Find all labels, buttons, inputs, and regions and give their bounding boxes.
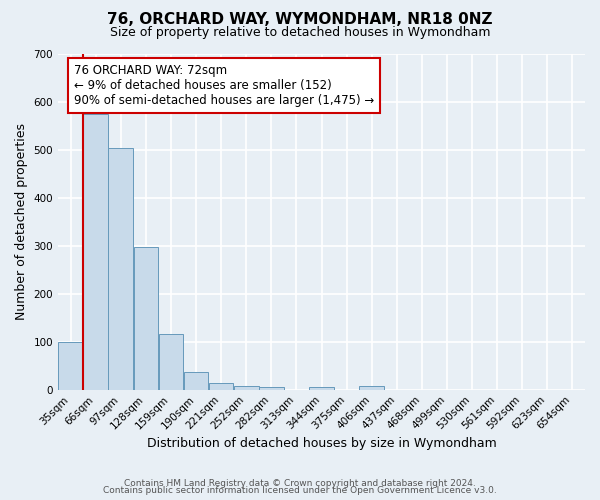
Text: Contains HM Land Registry data © Crown copyright and database right 2024.: Contains HM Land Registry data © Crown c… (124, 478, 476, 488)
Y-axis label: Number of detached properties: Number of detached properties (15, 124, 28, 320)
Bar (83, 114, 108, 390)
Bar (234, 386, 259, 390)
Bar (58, 342, 83, 390)
Text: 76 ORCHARD WAY: 72sqm
← 9% of detached houses are smaller (152)
90% of semi-deta: 76 ORCHARD WAY: 72sqm ← 9% of detached h… (74, 64, 374, 107)
Bar (134, 247, 158, 390)
Text: 76, ORCHARD WAY, WYMONDHAM, NR18 0NZ: 76, ORCHARD WAY, WYMONDHAM, NR18 0NZ (107, 12, 493, 28)
Bar (359, 386, 384, 390)
Bar (309, 388, 334, 390)
Bar (158, 334, 183, 390)
Bar (209, 382, 233, 390)
X-axis label: Distribution of detached houses by size in Wymondham: Distribution of detached houses by size … (146, 437, 496, 450)
Bar (184, 372, 208, 390)
Text: Contains public sector information licensed under the Open Government Licence v3: Contains public sector information licen… (103, 486, 497, 495)
Text: Size of property relative to detached houses in Wymondham: Size of property relative to detached ho… (110, 26, 490, 39)
Bar (109, 148, 133, 390)
Bar (259, 388, 284, 390)
